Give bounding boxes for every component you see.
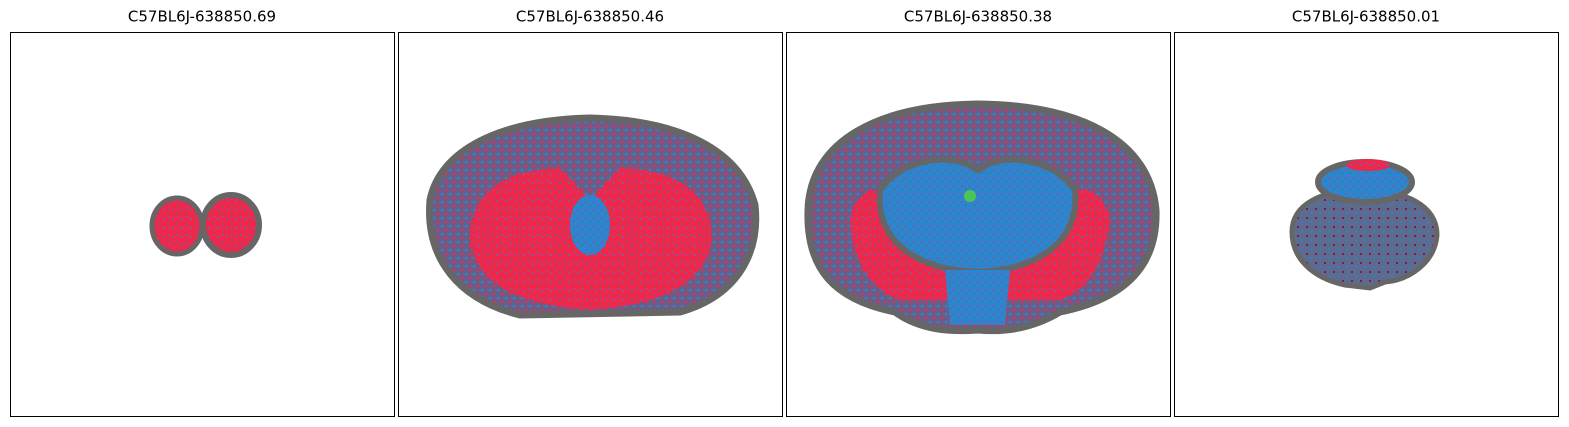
- tissue-section: [149, 195, 205, 257]
- panel-title: C57BL6J-638850.01: [1292, 8, 1440, 26]
- panel-title: C57BL6J-638850.46: [516, 8, 664, 26]
- tissue-region: [964, 190, 976, 202]
- tissue-section: [200, 192, 262, 258]
- panel-frame: [786, 32, 1171, 417]
- tissue-region: [570, 195, 610, 255]
- panel-title: C57BL6J-638850.38: [904, 8, 1052, 26]
- panel-frame: [10, 32, 395, 417]
- panel-frame: [398, 32, 783, 417]
- tissue-region: [945, 270, 1010, 325]
- panel-frame: [1174, 32, 1559, 417]
- tissue-region: [1346, 159, 1390, 171]
- tissue-region: [876, 156, 1079, 276]
- panel-title: C57BL6J-638850.69: [128, 8, 276, 26]
